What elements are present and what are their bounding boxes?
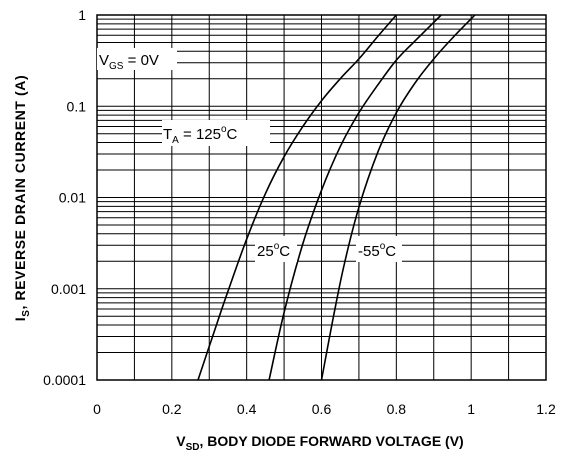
- vgs-label: VGS = 0V: [99, 52, 159, 72]
- tm55-label: -55oC: [358, 241, 396, 260]
- series-line-t125: [197, 14, 397, 381]
- y-axis-title: IS, REVERSE DRAIN CURRENT (A): [12, 75, 32, 322]
- tick-labels: 0 0.2 0.4 0.6 0.8 1 1.2 0.0001 0.001 0.01 0.1 1: [43, 7, 556, 417]
- y-tick-label: 0.1: [67, 98, 87, 114]
- t25-label-bg: [255, 236, 297, 262]
- x-tick-label: 0.8: [387, 401, 407, 417]
- tm55-label-bg: [356, 236, 402, 262]
- y-tick-label: 0.001: [51, 281, 86, 297]
- x-axis-title: VSD, BODY DIODE FORWARD VOLTAGE (V): [176, 433, 463, 451]
- curves: [197, 14, 476, 381]
- x-tick-label: 1: [467, 401, 475, 417]
- x-tick-label: 0.4: [237, 401, 257, 417]
- x-tick-label: 0.6: [312, 401, 332, 417]
- x-tick-label: 0.2: [162, 401, 182, 417]
- series-line-tm55: [320, 14, 476, 381]
- vgs-label-bg: [97, 48, 177, 70]
- y-tick-label: 1: [78, 7, 86, 23]
- series-line-t25: [268, 14, 442, 381]
- x-tick-label: 1.2: [536, 401, 556, 417]
- x-tick-label: 0: [93, 401, 101, 417]
- t125-label-bg: [162, 120, 270, 146]
- y-tick-label: 0.01: [59, 190, 86, 206]
- y-tick-label: 0.0001: [43, 372, 86, 388]
- t125-label: TA = 125oC: [163, 124, 238, 146]
- grid: [96, 14, 547, 381]
- t25-label: 25oC: [257, 241, 290, 260]
